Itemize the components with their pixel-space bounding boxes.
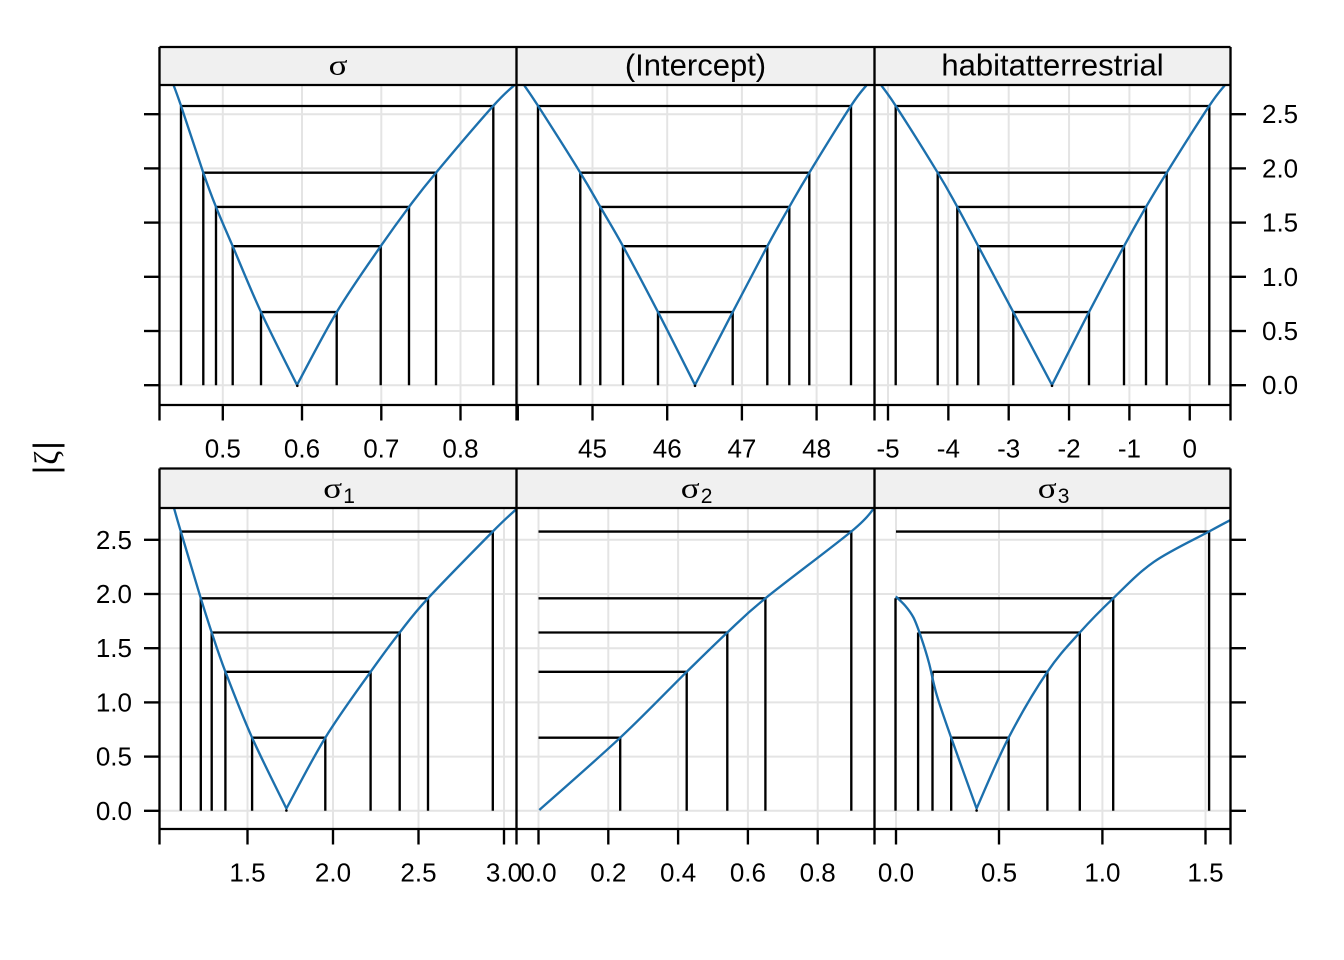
svg-text:0.2: 0.2 <box>590 857 626 887</box>
svg-text:2.5: 2.5 <box>400 857 436 887</box>
svg-text:0.6: 0.6 <box>730 857 766 887</box>
svg-text:0.6: 0.6 <box>284 433 320 463</box>
svg-text:45: 45 <box>578 433 607 463</box>
svg-text:2.0: 2.0 <box>315 857 351 887</box>
svg-text:2: 2 <box>701 485 713 508</box>
svg-text:0.0: 0.0 <box>1262 370 1298 400</box>
svg-text:1.5: 1.5 <box>229 857 265 887</box>
svg-text:1.5: 1.5 <box>96 633 132 663</box>
svg-text:σ: σ <box>1038 474 1057 505</box>
svg-text:(Intercept): (Intercept) <box>625 48 766 83</box>
svg-text:-3: -3 <box>997 433 1020 463</box>
svg-text:3: 3 <box>1058 485 1070 508</box>
svg-text:σ: σ <box>681 474 700 505</box>
svg-text:-2: -2 <box>1057 433 1080 463</box>
svg-text:0.5: 0.5 <box>96 742 132 772</box>
svg-text:0.0: 0.0 <box>520 857 556 887</box>
svg-text:3.0: 3.0 <box>486 857 522 887</box>
svg-text:|ζ|: |ζ| <box>28 440 66 474</box>
svg-text:habitatterrestrial: habitatterrestrial <box>941 48 1163 83</box>
svg-text:1.0: 1.0 <box>96 687 132 717</box>
svg-text:0.8: 0.8 <box>442 433 478 463</box>
svg-text:2.5: 2.5 <box>1262 99 1298 129</box>
svg-text:0.7: 0.7 <box>363 433 399 463</box>
svg-text:σ: σ <box>329 51 348 82</box>
svg-text:0: 0 <box>1183 433 1197 463</box>
svg-text:-1: -1 <box>1118 433 1141 463</box>
svg-text:46: 46 <box>653 433 682 463</box>
svg-text:48: 48 <box>802 433 831 463</box>
svg-text:1.0: 1.0 <box>1084 857 1120 887</box>
svg-text:σ: σ <box>323 474 342 505</box>
svg-text:0.4: 0.4 <box>660 857 696 887</box>
svg-text:0.5: 0.5 <box>205 433 241 463</box>
svg-text:2.0: 2.0 <box>1262 153 1298 183</box>
svg-text:0.0: 0.0 <box>96 796 132 826</box>
svg-text:-5: -5 <box>876 433 899 463</box>
svg-text:1.5: 1.5 <box>1262 208 1298 238</box>
svg-text:1: 1 <box>343 485 355 508</box>
svg-text:0.8: 0.8 <box>800 857 836 887</box>
svg-text:0.5: 0.5 <box>981 857 1017 887</box>
svg-text:47: 47 <box>727 433 756 463</box>
svg-text:-4: -4 <box>937 433 960 463</box>
svg-text:2.0: 2.0 <box>96 579 132 609</box>
svg-text:1.0: 1.0 <box>1262 262 1298 292</box>
svg-text:1.5: 1.5 <box>1187 857 1223 887</box>
svg-text:2.5: 2.5 <box>96 525 132 555</box>
svg-text:0.5: 0.5 <box>1262 316 1298 346</box>
svg-text:0.0: 0.0 <box>878 857 914 887</box>
